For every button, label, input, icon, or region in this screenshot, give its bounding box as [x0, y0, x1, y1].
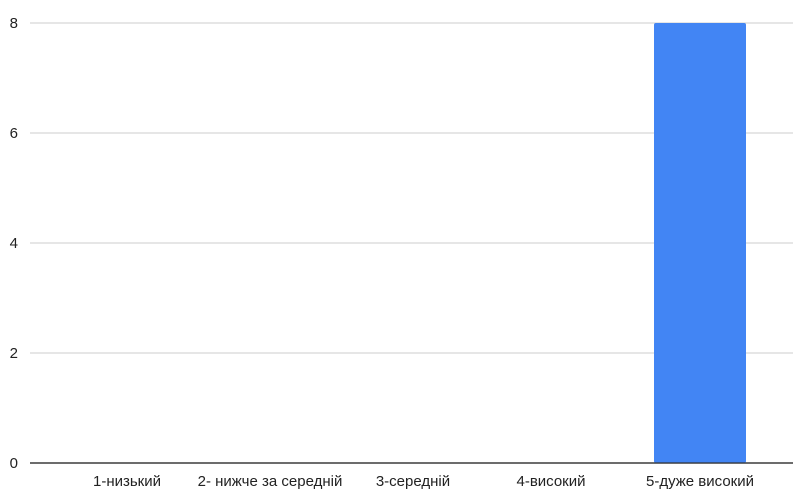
y-tick-label: 4 [10, 235, 18, 252]
x-category-label: 1-низький [93, 473, 161, 490]
y-tick-label: 0 [10, 455, 18, 472]
y-tick-label: 8 [10, 15, 18, 32]
bars [30, 23, 793, 464]
y-tick-label: 2 [10, 345, 18, 362]
x-category-label: 2- нижче за середній [198, 473, 343, 490]
y-axis-ticks: 0 2 4 6 8 [10, 15, 18, 472]
x-category-label: 3-середній [376, 473, 450, 490]
y-tick-label: 6 [10, 125, 18, 142]
x-category-label: 5-дуже високий [646, 473, 754, 490]
x-axis-labels: 1-низький 2- нижче за середній 3-середній 4… [93, 473, 754, 490]
x-category-label: 4-високий [516, 473, 585, 490]
bar [654, 23, 746, 463]
